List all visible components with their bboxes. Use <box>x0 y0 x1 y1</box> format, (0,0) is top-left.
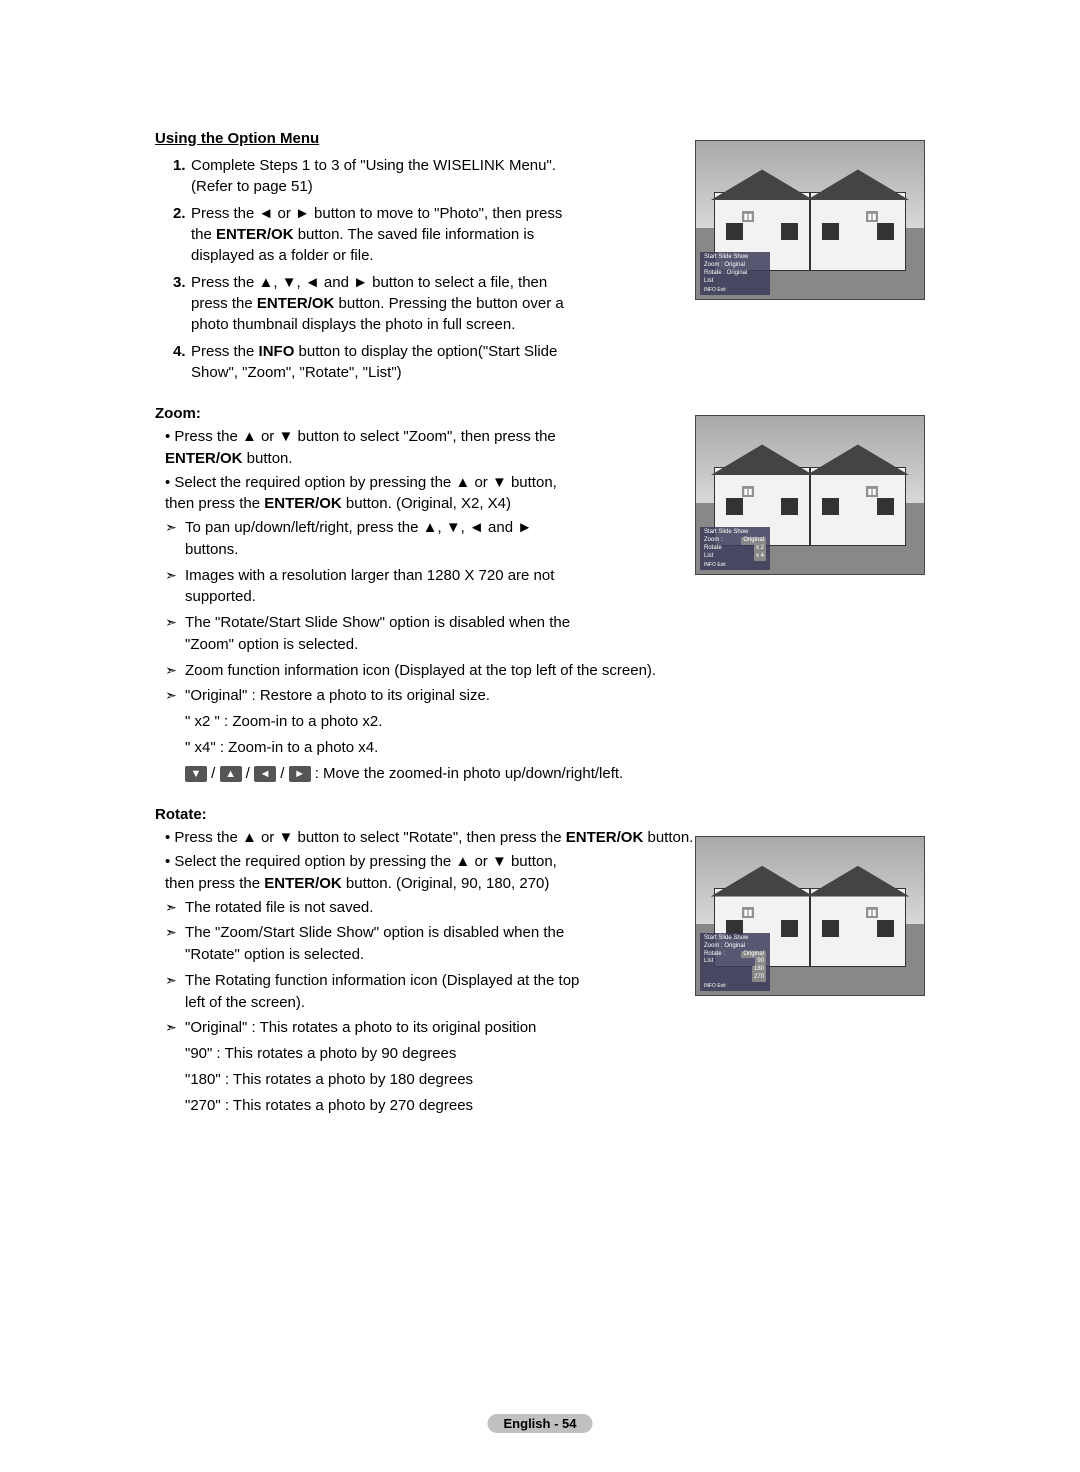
section-title: Using the Option Menu <box>155 130 585 147</box>
zoom-note-3: The "Rotate/Start Slide Show" option is … <box>155 612 585 656</box>
zoom-note-1: To pan up/down/left/right, press the ▲, … <box>155 517 585 561</box>
step-text: Complete Steps 1 to 3 of "Using the WISE… <box>191 157 556 195</box>
osd-menu: Start Slide Show Zoom : Original Rotate … <box>700 252 770 295</box>
enter-ok-label: ENTER/OK <box>216 226 294 243</box>
rotate-section: Rotate: • Press the ▲ or ▼ button to sel… <box>155 806 925 1116</box>
step-num: 1. <box>173 155 186 176</box>
page-content: Using the Option Menu 1.Complete Steps 1… <box>155 130 925 1116</box>
osd-exit: INFO Exit <box>704 287 766 294</box>
zoom-bullet-2: • Select the required option by pressing… <box>155 472 585 516</box>
enter-ok-label: ENTER/OK <box>257 295 335 312</box>
rotate-note-4: "Original" : This rotates a photo to its… <box>155 1017 925 1039</box>
rotate-title: Rotate: <box>155 806 925 823</box>
osd-row: Start Slide Show <box>704 935 748 943</box>
rotate-note-5: "90" : This rotates a photo by 90 degree… <box>155 1043 925 1065</box>
rotate-note-6: "180" : This rotates a photo by 180 degr… <box>155 1069 925 1091</box>
osd-row: Zoom : <box>704 537 723 545</box>
enter-ok-label: ENTER/OK <box>264 495 342 512</box>
step-num: 4. <box>173 341 186 362</box>
osd-row: Rotate : <box>704 951 725 959</box>
osd-row: List <box>704 553 713 561</box>
osd-highlight: Original <box>741 537 766 545</box>
zoom-note-2: Images with a resolution larger than 128… <box>155 565 585 609</box>
osd-row: Rotate <box>704 545 722 553</box>
osd-row: Zoom : Original <box>704 943 745 951</box>
osd-row: List <box>704 278 713 286</box>
rotate-note-1: The rotated file is not saved. <box>155 897 585 919</box>
zoom-note-4: Zoom function information icon (Displaye… <box>155 660 925 682</box>
option-menu-section: Using the Option Menu 1.Complete Steps 1… <box>155 130 925 383</box>
osd-sub: x 2 <box>754 545 766 553</box>
osd-row: Start Slide Show <box>704 254 748 262</box>
enter-ok-label: ENTER/OK <box>566 829 644 846</box>
enter-ok-label: ENTER/OK <box>165 450 243 467</box>
step-num: 2. <box>173 203 186 224</box>
rotate-bullet-2: • Select the required option by pressing… <box>155 851 585 895</box>
osd-row: Zoom : Original <box>704 262 745 270</box>
down-arrow-icon: ▼ <box>185 766 207 782</box>
steps-list: 1.Complete Steps 1 to 3 of "Using the WI… <box>155 155 585 383</box>
zoom-section: Zoom: • Press the ▲ or ▼ button to selec… <box>155 405 925 784</box>
step-num: 3. <box>173 272 186 293</box>
osd-sub: 180 <box>752 966 766 974</box>
step-1: 1.Complete Steps 1 to 3 of "Using the WI… <box>173 155 585 197</box>
osd-row: List <box>704 958 713 966</box>
osd-highlight: Original <box>741 951 766 959</box>
osd-exit: INFO Exit <box>704 562 766 569</box>
step-4: 4.Press the INFO button to display the o… <box>173 341 585 383</box>
zoom-move-text: : Move the zoomed-in photo up/down/right… <box>311 765 624 782</box>
osd-exit: INFO Exit <box>704 983 766 990</box>
step-text: Press the <box>191 343 259 360</box>
osd-menu: Start Slide Show Zoom : Original Rotate … <box>700 933 770 991</box>
up-arrow-icon: ▲ <box>220 766 242 782</box>
info-label: INFO <box>259 343 295 360</box>
page-footer: English - 54 <box>488 1415 593 1432</box>
page-number: English - 54 <box>488 1414 593 1433</box>
rotate-note-2: The "Zoom/Start Slide Show" option is di… <box>155 922 585 966</box>
step-3: 3.Press the ▲, ▼, ◄ and ► button to sele… <box>173 272 585 335</box>
left-arrow-icon: ◄ <box>254 766 276 782</box>
step-2: 2.Press the ◄ or ► button to move to "Ph… <box>173 203 585 266</box>
rotate-note-7: "270" : This rotates a photo by 270 degr… <box>155 1095 925 1117</box>
osd-row: Start Slide Show <box>704 529 748 537</box>
zoom-note-5: "Original" : Restore a photo to its orig… <box>155 685 925 707</box>
zoom-note-8: ▼ / ▲ / ◄ / ► : Move the zoomed-in photo… <box>155 763 925 785</box>
osd-sub: 90 <box>755 958 766 966</box>
osd-sub: x 4 <box>754 553 766 561</box>
osd-sub: 270 <box>752 974 766 982</box>
screenshot-zoom: ▮▮▮▮ Start Slide Show Zoom :Original Rot… <box>695 415 925 575</box>
screenshot-rotate: ▮▮▮▮ Start Slide Show Zoom : Original Ro… <box>695 836 925 996</box>
enter-ok-label: ENTER/OK <box>264 875 342 892</box>
screenshot-option-menu: ▮▮▮▮ Start Slide Show Zoom : Original Ro… <box>695 140 925 300</box>
zoom-note-6: " x2 " : Zoom-in to a photo x2. <box>155 711 925 733</box>
osd-menu: Start Slide Show Zoom : Original Rotate x … <box>700 527 770 570</box>
zoom-note-7: " x4" : Zoom-in to a photo x4. <box>155 737 925 759</box>
zoom-bullet-1: • Press the ▲ or ▼ button to select "Zoo… <box>155 426 585 470</box>
osd-row: Rotate : Original <box>704 270 747 278</box>
right-arrow-icon: ► <box>289 766 311 782</box>
rotate-note-3: The Rotating function information icon (… <box>155 970 585 1014</box>
